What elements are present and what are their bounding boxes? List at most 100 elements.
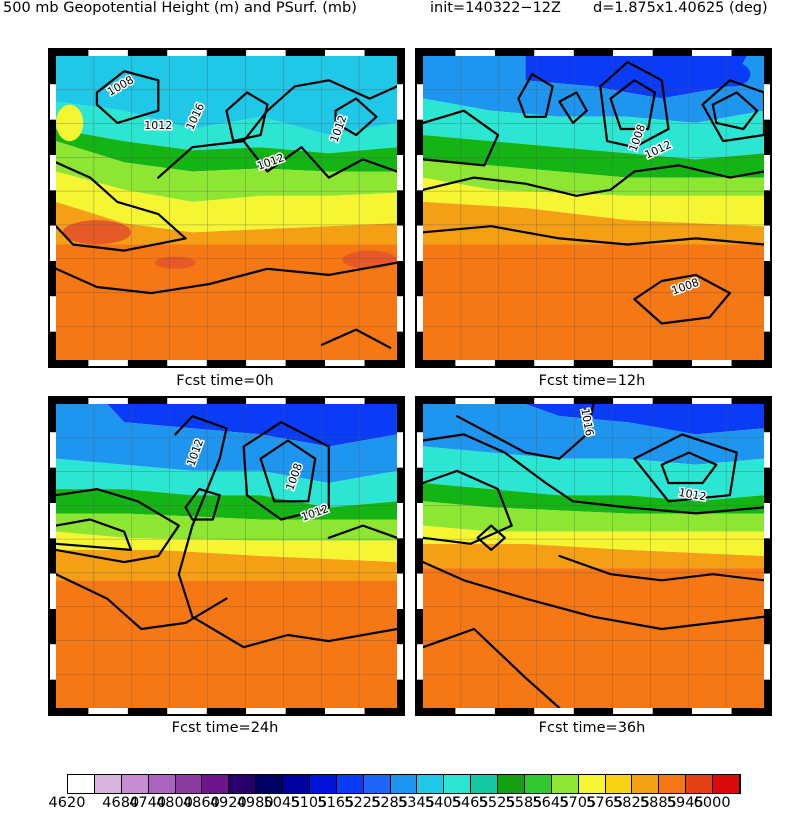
psurf-contour <box>54 161 187 252</box>
map-border-segment <box>127 397 168 404</box>
map-border-segment <box>49 261 56 297</box>
map-border-segment <box>397 331 404 367</box>
map-border-segment <box>397 503 404 539</box>
map-border-segment <box>764 573 771 609</box>
map-border-segment <box>49 296 56 332</box>
map-border-segment <box>731 397 771 404</box>
psurf-contour <box>660 451 718 485</box>
map-border-segment <box>416 503 423 539</box>
map-border-segment <box>88 708 128 715</box>
map-border-segment <box>764 225 771 261</box>
map-border-segment <box>494 49 535 56</box>
map-border-segment <box>49 331 56 367</box>
map-border-segment <box>49 609 56 645</box>
colorbar-tick-label: 5225 <box>344 795 382 811</box>
map-border-segment <box>764 397 771 433</box>
map-frame <box>49 49 404 367</box>
map-border-segment <box>325 397 365 404</box>
map-border-segment <box>397 644 404 680</box>
map-border-segment <box>49 119 56 155</box>
height-band-5705 <box>423 177 764 227</box>
colorbar-cell <box>417 775 445 793</box>
colorbar-tick-label: 5825 <box>613 795 650 811</box>
colorbar-tick-label: 6000 <box>693 795 731 811</box>
map-border-segment <box>49 397 89 404</box>
map-border-segment <box>652 49 693 56</box>
height-band-5525 <box>423 135 764 178</box>
colorbar-tick-label: 5405 <box>424 795 462 811</box>
map-border-segment <box>206 49 247 56</box>
colorbar-cell <box>551 775 579 793</box>
height-band-5645 <box>56 141 397 202</box>
psurf-contour <box>174 415 399 649</box>
height-blob <box>62 220 132 245</box>
map-border-segment <box>613 397 653 404</box>
map-border-segment <box>731 708 771 715</box>
map-border-segment <box>534 360 574 367</box>
colorbar-tick-label: 5525 <box>478 795 516 811</box>
panel-36h: 1016 1012 <box>415 396 772 716</box>
panel-12h: 1008 1012 1008 <box>415 48 772 368</box>
map-border-segment <box>285 397 326 404</box>
map-border-segment <box>764 331 771 367</box>
colorbar-cell <box>202 775 230 793</box>
map-border-segment <box>764 538 771 574</box>
colorbar-tick-label: 5945 <box>666 795 704 811</box>
height-band-5645 <box>423 501 764 532</box>
height-band-5525 <box>56 128 397 172</box>
colorbar-cell <box>229 775 257 793</box>
map-border-segment <box>49 644 56 680</box>
map-border-segment <box>364 360 404 367</box>
psurf-contour <box>609 79 656 131</box>
map-border-segment <box>416 644 423 680</box>
psurf-contour <box>476 524 506 551</box>
colorbar-cell <box>632 775 660 793</box>
map-border-segment <box>397 190 404 226</box>
map-border-segment <box>49 708 89 715</box>
map-border-segment <box>397 155 404 191</box>
map-border-segment <box>731 360 771 367</box>
colorbar-cell <box>686 775 713 793</box>
colorbar-cell <box>363 775 391 793</box>
psurf-contour <box>599 61 670 149</box>
psurf-contour <box>421 164 766 197</box>
psurf-contour <box>711 91 759 131</box>
map-border-segment <box>416 225 423 261</box>
height-band-5705 <box>423 525 764 556</box>
psurf-contour <box>157 140 399 179</box>
map-border-segment <box>49 397 56 433</box>
map-border-segment <box>206 397 247 404</box>
psurf-contour <box>225 91 269 143</box>
colorbar-tick-label: 4800 <box>156 795 193 811</box>
map-border-segment <box>397 573 404 609</box>
map-border-segment <box>397 467 404 503</box>
map-border-segment <box>49 503 56 539</box>
height-blob <box>154 256 196 269</box>
colorbar-cell <box>471 775 498 793</box>
map-border-segment <box>416 467 423 503</box>
colorbar-cell <box>309 775 337 793</box>
map-border-segment <box>764 49 771 85</box>
psurf-contour <box>334 97 378 137</box>
map-border-segment <box>127 49 168 56</box>
map-border-segment <box>285 360 326 367</box>
map-border-segment <box>49 360 89 367</box>
map-border-segment <box>285 708 326 715</box>
map-border-segment <box>364 708 404 715</box>
map-border-segment <box>49 49 89 56</box>
map-border-segment <box>494 360 535 367</box>
colorbar-tick-label: 5285 <box>371 795 408 811</box>
map-border-segment <box>49 49 56 85</box>
psurf-contour <box>421 561 766 631</box>
map-border-segment <box>49 190 56 226</box>
map-border-segment <box>692 49 732 56</box>
colorbar-tick-label: 5345 <box>397 795 435 811</box>
map-border-segment <box>534 708 574 715</box>
colorbar <box>67 774 741 794</box>
map-border-segment <box>455 49 495 56</box>
map-border-segment <box>416 155 423 191</box>
height-band-5285 <box>56 404 397 484</box>
